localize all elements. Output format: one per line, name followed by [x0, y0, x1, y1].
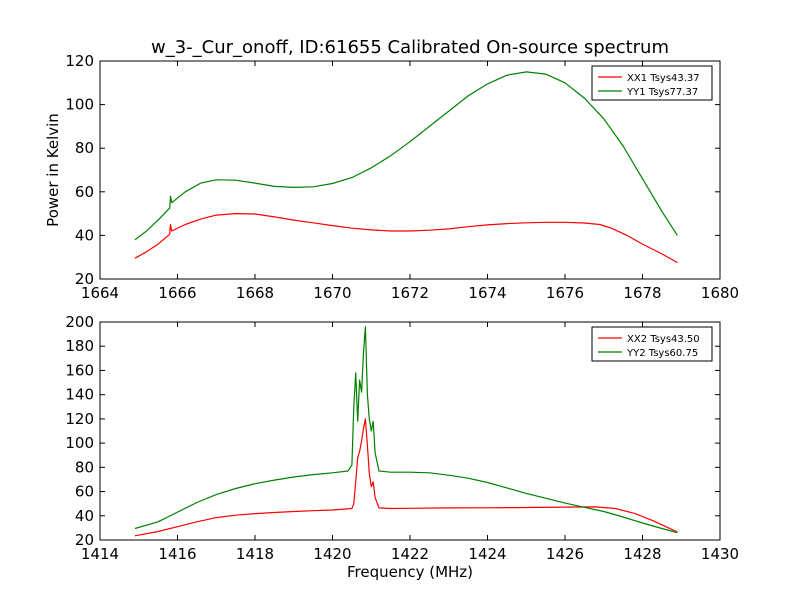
x-tick-label: 1678 — [623, 284, 661, 302]
x-tick-label: 1676 — [546, 284, 584, 302]
y-tick-label: 120 — [65, 52, 94, 70]
x-tick-label: 1672 — [391, 284, 429, 302]
y-tick-label: 180 — [65, 337, 94, 355]
legend-label: XX1 Tsys43.37 — [627, 73, 700, 84]
legend-label: YY2 Tsys60.75 — [626, 348, 698, 359]
y-tick-label: 140 — [65, 386, 94, 404]
legend-label: YY1 Tsys77.37 — [626, 87, 698, 98]
y-tick-label: 80 — [75, 139, 94, 157]
x-tick-label: 1430 — [701, 545, 739, 563]
x-tick-label: 1674 — [468, 284, 506, 302]
series-line-1-1 — [134, 213, 678, 264]
y-tick-label: 200 — [65, 313, 94, 331]
legend-box — [591, 65, 713, 101]
y-tick-label: 20 — [75, 531, 94, 549]
top-plot: 1664 1666 1668 1670 1672 1674 1676 1678 1680 20 40… — [44, 52, 739, 302]
y-tick-label: 100 — [65, 96, 94, 114]
y-tick-label: 60 — [75, 483, 94, 501]
y-tick-label: 60 — [75, 183, 94, 201]
x-tick-label: 1428 — [623, 545, 661, 563]
x-tick-label: 1680 — [701, 284, 739, 302]
y-tick-label: 160 — [65, 361, 94, 379]
y-tick-label: 120 — [65, 410, 94, 428]
x-tick-label: 1416 — [158, 545, 196, 563]
y-tick-label: 20 — [75, 270, 94, 288]
x-tick-label: 1670 — [313, 284, 351, 302]
y-axis-label: Power in Kelvin — [44, 113, 62, 227]
bottom-plot: 1414 1416 1418 1420 1422 1424 1426 1428 1430 20 40… — [65, 313, 739, 563]
figure-title: w_3-_Cur_onoff, ID:61655 Calibrated On-s… — [151, 37, 669, 58]
x-tick-label: 1420 — [313, 545, 351, 563]
shared-x-axis-label: Frequency (MHz) — [347, 563, 473, 581]
y-tick-label: 40 — [75, 226, 94, 244]
y-tick-label: 80 — [75, 458, 94, 476]
x-tick-label: 1668 — [236, 284, 274, 302]
x-tick-label: 1666 — [158, 284, 196, 302]
series-line-2-2 — [134, 326, 678, 534]
x-tick-label: 1418 — [236, 545, 274, 563]
x-tick-label: 1664 — [81, 284, 119, 302]
legend-box — [591, 326, 713, 362]
y-tick-label: 40 — [75, 507, 94, 525]
x-tick-label: 1424 — [468, 545, 506, 563]
x-tick-label: 1422 — [391, 545, 429, 563]
y-tick-label: 100 — [65, 434, 94, 452]
x-tick-label: 1414 — [81, 545, 119, 563]
legend-label: XX2 Tsys43.50 — [627, 334, 700, 345]
series-line-2-1 — [134, 418, 678, 537]
x-tick-label: 1426 — [546, 545, 584, 563]
series-line-1-2 — [134, 71, 678, 241]
